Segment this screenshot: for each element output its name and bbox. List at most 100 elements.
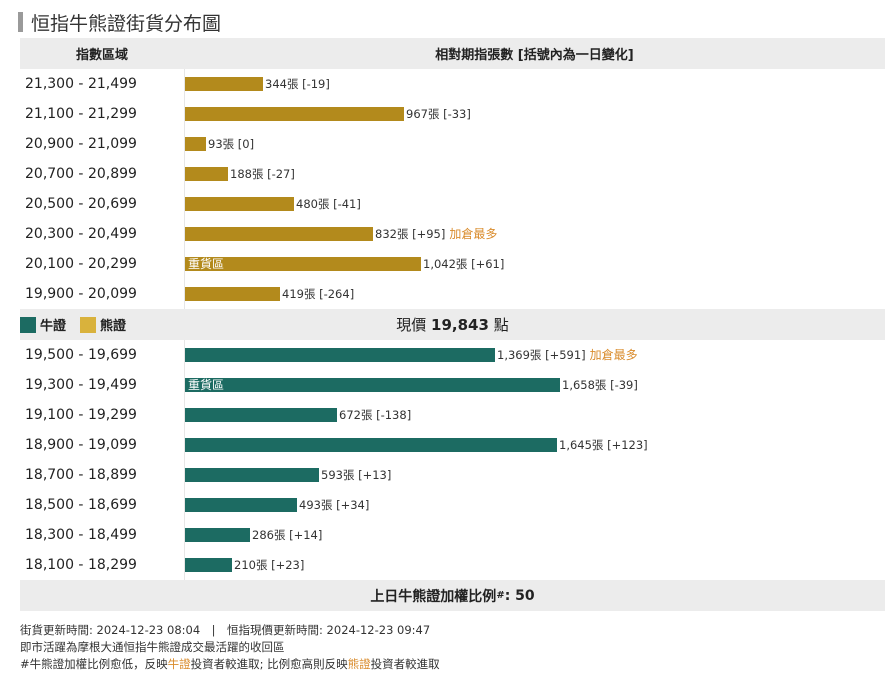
bear-bar — [185, 227, 373, 241]
bull-value-label: 672張 [-138] — [339, 408, 411, 422]
price-legend-row: 牛證 熊證 現價 19,843 點 — [20, 309, 885, 340]
bear-value-text: 419張 [-264] — [282, 287, 355, 301]
bear-row: 19,900 - 20,099 419張 [-264] — [20, 279, 885, 309]
bear-value-label: 480張 [-41] — [296, 197, 361, 211]
note-ratio-a: #牛熊證加權比例愈低，反映 — [20, 657, 168, 671]
bear-row: 21,100 - 21,299 967張 [-33] — [20, 99, 885, 129]
bull-bar: 重貨區 — [185, 378, 560, 392]
bear-bar-cell: 重貨區 1,042張 [+61] — [184, 249, 885, 279]
note-active: 即市活躍為摩根大通恒指牛熊證成交最活躍的收回區 — [20, 640, 285, 654]
bull-value-label: 1,369張 [+591] 加倉最多 — [497, 348, 638, 362]
bear-bar-cell: 967張 [-33] — [184, 99, 885, 129]
bull-bar — [185, 528, 250, 542]
bull-rows: 19,500 - 19,699 1,369張 [+591] 加倉最多 19,300 -… — [20, 340, 885, 580]
bear-row: 20,500 - 20,699 480張 [-41] — [20, 189, 885, 219]
bear-rows: 21,300 - 21,499 344張 [-19] 21,100 - 21,299… — [20, 69, 885, 309]
bear-row: 20,100 - 20,299 重貨區 1,042張 [+61] — [20, 249, 885, 279]
bull-range-label: 19,500 - 19,699 — [25, 347, 137, 363]
most-added-tag: 加倉最多 — [449, 227, 498, 241]
bull-value-label: 286張 [+14] — [252, 528, 322, 542]
bear-value-label: 832張 [+95] 加倉最多 — [375, 227, 497, 241]
bull-bar-cell: 1,645張 [+123] — [184, 430, 885, 460]
ratio-value: : 50 — [504, 587, 535, 604]
bull-value-text: 672張 [-138] — [339, 408, 412, 422]
bull-bar-cell: 210張 [+23] — [184, 550, 885, 580]
bull-bar — [185, 408, 337, 422]
bear-value-text: 1,042張 [+61] — [423, 257, 505, 271]
page-title: 恒指牛熊證街貨分布圖 — [31, 12, 222, 35]
update-times: 街貨更新時間: 2024-12-23 08:04 | 恒指現價更新時間: 202… — [20, 623, 431, 637]
price-value: 19,843 — [431, 316, 489, 334]
bull-range-label: 18,700 - 18,899 — [25, 467, 137, 483]
bear-value-label: 419張 [-264] — [282, 287, 354, 301]
bull-bar-cell: 286張 [+14] — [184, 520, 885, 550]
bear-row: 20,700 - 20,899 188張 [-27] — [20, 159, 885, 189]
bull-value-text: 1,658張 [-39] — [562, 378, 638, 392]
most-added-tag: 加倉最多 — [589, 348, 638, 362]
header-range: 指數區域 — [75, 48, 128, 63]
bull-value-text: 1,369張 [+591] — [497, 348, 586, 362]
bear-row: 20,900 - 21,099 93張 [0] — [20, 129, 885, 159]
bull-row: 18,700 - 18,899 593張 [+13] — [20, 460, 885, 490]
price-suffix: 點 — [493, 316, 509, 334]
bull-value-label: 210張 [+23] — [234, 558, 304, 572]
bear-value-label: 188張 [-27] — [230, 167, 295, 181]
header-value: 相對期指張數 [括號內為一日變化] — [435, 48, 634, 63]
bear-bar-cell: 93張 [0] — [184, 129, 885, 159]
bear-bar — [185, 107, 404, 121]
legend-bull-swatch — [20, 316, 36, 333]
bull-bar — [185, 468, 319, 482]
bear-bar-cell: 480張 [-41] — [184, 189, 885, 219]
legend: 牛證 熊證 — [20, 315, 184, 334]
bull-range-label: 18,500 - 18,699 — [25, 497, 137, 513]
bear-value-text: 93張 [0] — [208, 137, 255, 151]
bear-value-text: 967張 [-33] — [406, 107, 471, 121]
bull-range-label: 19,100 - 19,299 — [25, 407, 137, 423]
weighted-ratio: 上日牛熊證加權比例 #: 50 — [20, 580, 885, 611]
bear-row: 21,300 - 21,499 344張 [-19] — [20, 69, 885, 99]
legend-bear-swatch — [80, 316, 97, 333]
bull-row: 18,300 - 18,499 286張 [+14] — [20, 520, 885, 550]
bull-value-text: 1,645張 [+123] — [559, 438, 648, 452]
bear-bar: 重貨區 — [185, 257, 421, 271]
legend-bull-label: 牛證 — [40, 319, 67, 334]
legend-bear-label: 熊證 — [100, 319, 127, 334]
bull-bar — [185, 498, 297, 512]
bull-value-label: 593張 [+13] — [321, 468, 391, 482]
bull-value-label: 1,645張 [+123] — [559, 438, 648, 452]
bear-range-label: 20,100 - 20,299 — [25, 256, 137, 272]
bear-bar — [185, 137, 206, 151]
note-bear-link[interactable]: 熊證 — [347, 657, 371, 671]
bear-value-text: 188張 [-27] — [230, 167, 295, 181]
bull-bar — [185, 558, 232, 572]
bull-bar-cell: 1,369張 [+591] 加倉最多 — [184, 340, 885, 370]
bear-bar-cell: 832張 [+95] 加倉最多 — [184, 219, 885, 249]
note-ratio-c: 投資者較進取; 比例愈高則反映 — [190, 657, 348, 671]
bear-value-text: 832張 [+95] — [375, 227, 446, 241]
bear-range-label: 19,900 - 20,099 — [25, 286, 137, 302]
bull-row: 19,100 - 19,299 672張 [-138] — [20, 400, 885, 430]
bear-row: 20,300 - 20,499 832張 [+95] 加倉最多 — [20, 219, 885, 249]
bull-bar-cell: 493張 [+34] — [184, 490, 885, 520]
distribution-table: 指數區域 相對期指張數 [括號內為一日變化] 21,300 - 21,499 34… — [20, 38, 885, 611]
bull-row: 18,100 - 18,299 210張 [+23] — [20, 550, 885, 580]
bull-row: 18,500 - 18,699 493張 [+34] — [20, 490, 885, 520]
bear-range-label: 20,500 - 20,699 — [25, 196, 137, 212]
bear-range-label: 20,700 - 20,899 — [25, 166, 137, 182]
bear-range-label: 20,300 - 20,499 — [25, 226, 137, 242]
heavy-zone-label: 重貨區 — [188, 257, 225, 271]
bull-row: 19,300 - 19,499 重貨區 1,658張 [-39] — [20, 370, 885, 400]
note-ratio: #牛熊證加權比例愈低，反映牛證投資者較進取; 比例愈高則反映熊證投資者較進取 — [20, 656, 440, 673]
bear-value-label: 1,042張 [+61] — [423, 257, 504, 271]
bull-value-label: 1,658張 [-39] — [562, 378, 638, 392]
bull-value-text: 210張 [+23] — [234, 558, 305, 572]
bear-value-label: 93張 [0] — [208, 137, 254, 151]
bull-range-label: 18,900 - 19,099 — [25, 437, 137, 453]
current-price: 現價 19,843 點 — [20, 314, 885, 335]
bull-range-label: 18,100 - 18,299 — [25, 557, 137, 573]
title-area: 恒指牛熊證街貨分布圖 — [18, 8, 221, 36]
note-bull-link[interactable]: 牛證 — [167, 657, 191, 671]
bear-bar — [185, 77, 263, 91]
bear-value-text: 344張 [-19] — [265, 77, 330, 91]
ratio-mark: # — [496, 590, 505, 601]
